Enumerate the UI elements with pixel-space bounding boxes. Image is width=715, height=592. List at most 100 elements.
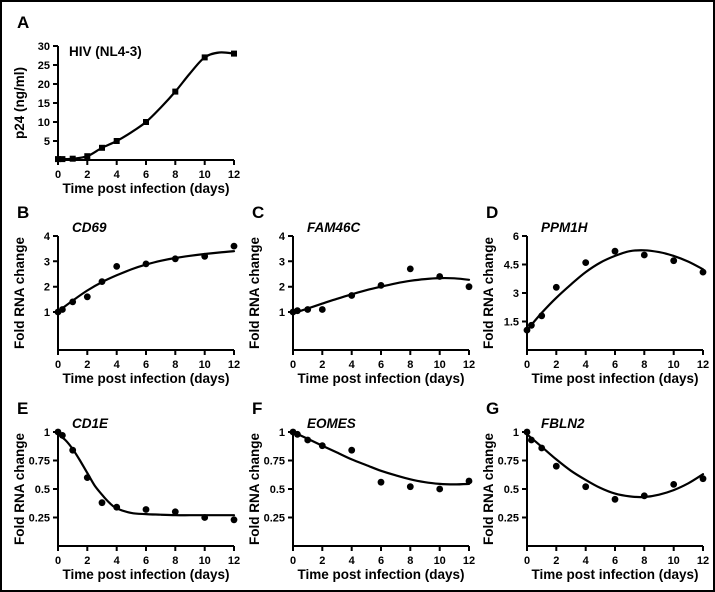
- svg-text:6: 6: [378, 555, 384, 567]
- svg-text:6: 6: [143, 169, 149, 181]
- svg-text:10: 10: [668, 359, 680, 371]
- svg-text:10: 10: [434, 359, 446, 371]
- svg-text:8: 8: [641, 359, 647, 371]
- svg-text:0.75: 0.75: [264, 456, 285, 468]
- svg-text:4: 4: [114, 555, 121, 567]
- svg-text:2: 2: [44, 282, 50, 294]
- svg-text:0.5: 0.5: [270, 484, 285, 496]
- svg-text:0.5: 0.5: [35, 484, 50, 496]
- svg-text:4.5: 4.5: [504, 260, 519, 272]
- svg-text:0: 0: [524, 555, 530, 567]
- svg-text:6: 6: [612, 555, 618, 567]
- svg-text:1: 1: [279, 307, 285, 319]
- svg-text:2: 2: [553, 359, 559, 371]
- svg-text:8: 8: [407, 359, 413, 371]
- svg-text:30: 30: [38, 41, 50, 53]
- svg-text:0: 0: [290, 359, 296, 371]
- svg-text:FBLN2: FBLN2: [541, 416, 585, 431]
- svg-text:CD69: CD69: [72, 220, 107, 235]
- svg-text:4: 4: [279, 231, 286, 243]
- svg-text:Fold RNA change: Fold RNA change: [247, 237, 262, 349]
- svg-text:15: 15: [38, 98, 50, 110]
- svg-text:0.75: 0.75: [29, 456, 50, 468]
- panel-e: E 0.25 0.5 0.75 1 0 2 4 6 8 10 12 Time post infecti…: [12, 396, 244, 586]
- svg-text:Time post infection (days): Time post infection (days): [62, 371, 229, 386]
- svg-text:4: 4: [349, 359, 356, 371]
- svg-text:1: 1: [44, 427, 50, 439]
- svg-text:5: 5: [44, 136, 50, 148]
- svg-text:0.5: 0.5: [504, 484, 519, 496]
- svg-text:4: 4: [114, 169, 121, 181]
- svg-text:3: 3: [44, 256, 50, 268]
- svg-text:8: 8: [172, 555, 178, 567]
- svg-text:8: 8: [172, 359, 178, 371]
- svg-text:2: 2: [84, 555, 90, 567]
- svg-text:0: 0: [55, 359, 61, 371]
- svg-text:4: 4: [583, 555, 590, 567]
- svg-text:6: 6: [143, 359, 149, 371]
- svg-text:CD1E: CD1E: [72, 416, 109, 431]
- svg-text:0: 0: [55, 169, 61, 181]
- panel-a: A 5 10 15 20 25 30 0 2 4 6 8 10 12 Time post infectio…: [12, 10, 244, 200]
- svg-text:12: 12: [228, 359, 240, 371]
- svg-text:Time post infection (days): Time post infection (days): [531, 371, 698, 386]
- svg-text:8: 8: [641, 555, 647, 567]
- svg-text:6: 6: [378, 359, 384, 371]
- svg-text:20: 20: [38, 79, 50, 91]
- svg-text:3: 3: [279, 256, 285, 268]
- svg-text:12: 12: [228, 169, 240, 181]
- panel-f: F 0.25 0.5 0.75 1 0 2 4 6 8 10 12 Time post infecti…: [247, 396, 479, 586]
- svg-text:PPM1H: PPM1H: [541, 220, 588, 235]
- svg-text:1: 1: [44, 307, 50, 319]
- svg-text:4: 4: [583, 359, 590, 371]
- svg-text:2: 2: [84, 169, 90, 181]
- svg-text:1: 1: [279, 427, 285, 439]
- svg-text:Time post infection (days): Time post infection (days): [531, 567, 698, 582]
- svg-text:10: 10: [199, 555, 211, 567]
- svg-text:0: 0: [55, 555, 61, 567]
- svg-text:Fold RNA change: Fold RNA change: [12, 237, 27, 349]
- svg-text:3: 3: [513, 288, 519, 300]
- svg-text:1: 1: [513, 427, 519, 439]
- svg-text:Time post infection (days): Time post infection (days): [297, 567, 464, 582]
- svg-text:Fold RNA change: Fold RNA change: [12, 433, 27, 545]
- svg-text:12: 12: [228, 555, 240, 567]
- panel-b: B 1 2 3 4 0 2 4 6 8 10 12 Time post infection (days…: [12, 200, 244, 390]
- svg-text:12: 12: [697, 555, 709, 567]
- panel-letter: D: [486, 203, 499, 222]
- svg-text:10: 10: [199, 359, 211, 371]
- panel-c: C 1 2 3 4 0 2 4 6 8 10 12 Time post infection (days…: [247, 200, 479, 390]
- svg-text:10: 10: [199, 169, 211, 181]
- svg-text:Fold RNA change: Fold RNA change: [481, 237, 496, 349]
- svg-text:4: 4: [114, 359, 121, 371]
- svg-text:4: 4: [44, 231, 51, 243]
- svg-text:2: 2: [279, 282, 285, 294]
- svg-text:HIV (NL4-3): HIV (NL4-3): [69, 44, 142, 59]
- svg-text:FAM46C: FAM46C: [307, 220, 361, 235]
- svg-text:1.5: 1.5: [504, 317, 519, 329]
- panel-letter: C: [252, 203, 265, 222]
- svg-text:p24 (ng/ml): p24 (ng/ml): [12, 67, 27, 139]
- svg-text:Time post infection (days): Time post infection (days): [62, 181, 229, 196]
- svg-text:0.75: 0.75: [498, 456, 519, 468]
- panel-d: D 1.5 3 4.5 6 0 2 4 6 8 10 12 Time post infection (…: [481, 200, 713, 390]
- svg-text:10: 10: [434, 555, 446, 567]
- svg-text:25: 25: [38, 60, 50, 72]
- svg-text:0: 0: [290, 555, 296, 567]
- svg-text:0.25: 0.25: [29, 513, 50, 525]
- svg-text:6: 6: [513, 231, 519, 243]
- panel-letter: A: [17, 13, 30, 32]
- svg-text:Fold RNA change: Fold RNA change: [247, 433, 262, 545]
- svg-text:6: 6: [143, 555, 149, 567]
- svg-text:EOMES: EOMES: [307, 416, 356, 431]
- panel-g: G 0.25 0.5 0.75 1 0 2 4 6 8 10 12 Time post infecti…: [481, 396, 713, 586]
- svg-text:12: 12: [463, 359, 475, 371]
- panel-letter: F: [252, 399, 263, 418]
- panel-letter: B: [17, 203, 30, 222]
